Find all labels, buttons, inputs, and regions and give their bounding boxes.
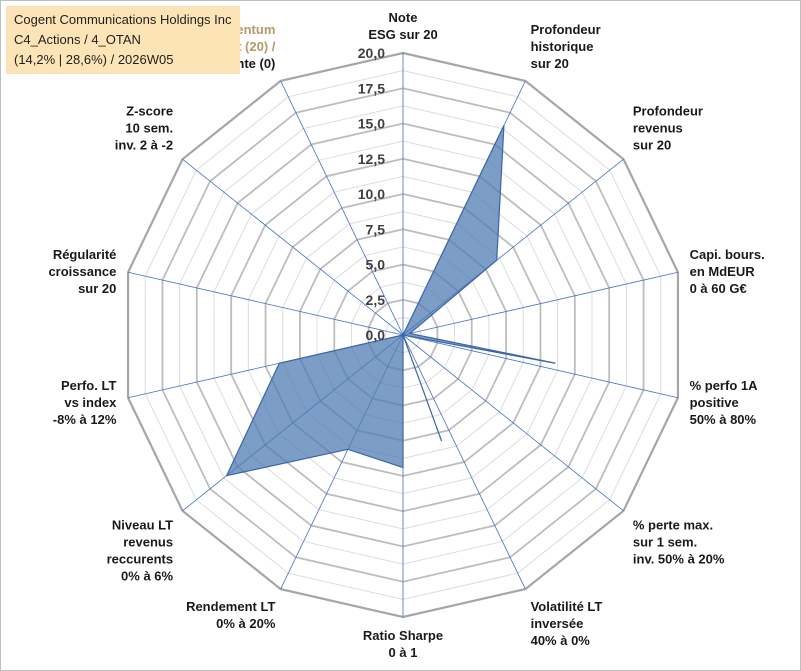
tick-label: 12,5 (358, 151, 385, 167)
axis-label-line: 0 à 60 G€ (690, 281, 747, 296)
axis-label-line: revenus (633, 121, 683, 136)
axis-label-line: Régularité (53, 247, 117, 262)
tick-label: 7,5 (366, 221, 386, 237)
summary-stats: (14,2% | 28,6%) / 2026W05 (14, 52, 174, 67)
axis-label-line: Z-score (126, 104, 173, 119)
radar-spoke (402, 271, 679, 336)
tick-label: 10,0 (358, 186, 385, 202)
radar-spoke (402, 334, 679, 399)
axis-label-line: positive (690, 395, 739, 410)
axis-label: Régularité croissance sur 20 (48, 247, 116, 296)
axis-label-line: Profondeur (633, 104, 703, 119)
axis-label-line: sur 20 (531, 56, 569, 71)
axis-label-line: -8% à 12% (53, 412, 117, 427)
tick-label: 5,0 (366, 257, 386, 273)
axis-label: Volatilité LT inversée 40% à 0% (531, 599, 603, 648)
axis-label-line: sur 1 sem. (633, 534, 697, 549)
tick-label: 15,0 (358, 116, 385, 132)
axis-label: Note ESG sur 20 (368, 10, 437, 42)
axis-label-line: inv. 50% à 20% (633, 551, 725, 566)
axis-label-line: 0 à 1 (389, 645, 418, 660)
axis-label-line: ESG sur 20 (368, 27, 437, 42)
axis-label-line: inv. 2 à -2 (115, 138, 173, 153)
axis-label-line: sur 20 (633, 138, 671, 153)
axis-label-line: inversée (531, 616, 584, 631)
axis-label: % perfo 1A positive 50% à 80% (690, 378, 759, 427)
axis-label-line: Niveau LT (112, 517, 173, 532)
radar-spoke (182, 158, 404, 336)
chart-title-box: Cogent Communications Holdings Inc C4_Ac… (6, 6, 240, 74)
axis-label-line: Rendement LT (186, 599, 275, 614)
axis-label-line: Ratio Sharpe (363, 628, 443, 643)
axis-label: Profondeur revenus sur 20 (633, 104, 703, 153)
radar-series (225, 125, 556, 477)
axis-label-line: croissance (48, 264, 116, 279)
tick-label: 2,5 (366, 292, 386, 308)
axis-label-line: 0% à 20% (216, 616, 276, 631)
axis-label: Niveau LT revenus reccurents 0% à 6% (107, 517, 174, 583)
axis-label-line: % perte max. (633, 517, 713, 532)
axis-label-line: 10 sem. (125, 121, 173, 136)
tick-label: 17,5 (358, 80, 385, 96)
radar-spoke (127, 271, 404, 336)
classification: C4_Actions / 4_OTAN (14, 32, 141, 47)
axis-label-line: % perfo 1A (690, 378, 759, 393)
radar-spoke (402, 334, 624, 512)
axis-label-line: 40% à 0% (531, 633, 591, 648)
axis-label: % perte max. sur 1 sem. inv. 50% à 20% (633, 517, 725, 566)
axis-label: Z-score 10 sem. inv. 2 à -2 (115, 104, 173, 153)
radar-tick-labels: 0,0 2,5 5,0 7,5 10,0 12,5 15,0 17,5 20,0 (358, 45, 385, 343)
axis-label-line: Capi. bours. (690, 247, 765, 262)
axis-label: Perfo. LT vs index -8% à 12% (53, 378, 117, 427)
axis-label-line: historique (531, 39, 594, 54)
axis-label-line: sur 20 (78, 281, 116, 296)
axis-label-line: 50% à 80% (690, 412, 757, 427)
axis-label-line: vs index (64, 395, 117, 410)
axis-label: Rendement LT 0% à 20% (186, 599, 276, 631)
tick-label: 20,0 (358, 45, 385, 61)
axis-label-line: Perfo. LT (61, 378, 116, 393)
axis-label-line: en MdEUR (690, 264, 756, 279)
axis-label-line: reccurents (107, 551, 173, 566)
axis-label-line: Volatilité LT (531, 599, 603, 614)
company-name: Cogent Communications Holdings Inc (14, 12, 232, 27)
axis-label: Ratio Sharpe 0 à 1 (363, 628, 443, 660)
axis-label-line: revenus (123, 534, 173, 549)
series-area (225, 125, 556, 477)
radar-spoke (280, 80, 404, 336)
axis-label-line: Note (389, 10, 418, 25)
tick-label: 0,0 (366, 327, 386, 343)
axis-label-line: Profondeur (531, 22, 601, 37)
axis-label: Profondeur historique sur 20 (531, 22, 601, 71)
radar-axis-labels: Note ESG sur 20 Profondeur historique sur 20… (48, 10, 764, 660)
radar-spoke (402, 334, 526, 590)
axis-label: Capi. bours. en MdEUR 0 à 60 G€ (690, 247, 765, 296)
axis-label-line: 0% à 6% (121, 568, 173, 583)
